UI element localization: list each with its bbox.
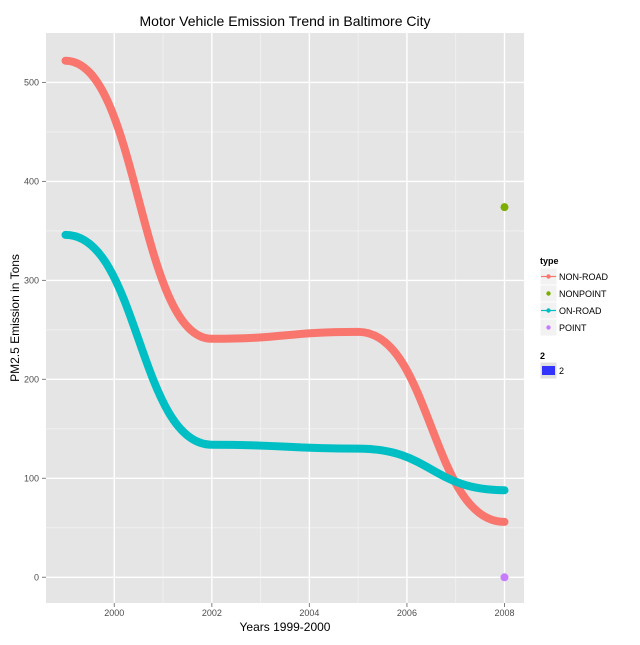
legend-size-title: 2 — [540, 351, 545, 361]
y-tick-label: 100 — [24, 473, 39, 483]
chart-title: Motor Vehicle Emission Trend in Baltimor… — [140, 13, 431, 29]
y-axis-title: PM2.5 Emission in Tons — [8, 254, 22, 382]
legend-title: type — [540, 256, 559, 266]
data-point-point — [500, 573, 509, 582]
x-tick-label: 2002 — [202, 608, 222, 618]
y-tick-label: 300 — [24, 275, 39, 285]
legend-size-swatch — [542, 366, 555, 375]
y-tick-label: 400 — [24, 176, 39, 186]
legend-key-point — [546, 325, 551, 330]
series-line-non-road — [61, 56, 509, 526]
legend-key-point — [546, 274, 551, 279]
legend-key-point — [546, 308, 551, 313]
y-tick-label: 0 — [34, 572, 39, 582]
y-tick-label: 500 — [24, 77, 39, 87]
y-tick-label: 200 — [24, 374, 39, 384]
x-tick-label: 2004 — [299, 608, 319, 618]
legend-label: POINT — [559, 323, 587, 333]
x-tick-label: 2006 — [397, 608, 417, 618]
x-tick-label: 2000 — [104, 608, 124, 618]
legend-label: NON-ROAD — [559, 272, 608, 282]
legend-label: ON-ROAD — [559, 306, 602, 316]
legend-key-point — [546, 291, 551, 296]
data-point-nonpoint — [500, 203, 509, 212]
x-axis-title: Years 1999-2000 — [240, 620, 331, 634]
x-tick-label: 2008 — [494, 608, 514, 618]
series-line-on-road — [61, 230, 509, 495]
plot-panel — [46, 33, 524, 603]
legend-label: NONPOINT — [559, 289, 607, 299]
legend-size-label: 2 — [559, 366, 564, 376]
